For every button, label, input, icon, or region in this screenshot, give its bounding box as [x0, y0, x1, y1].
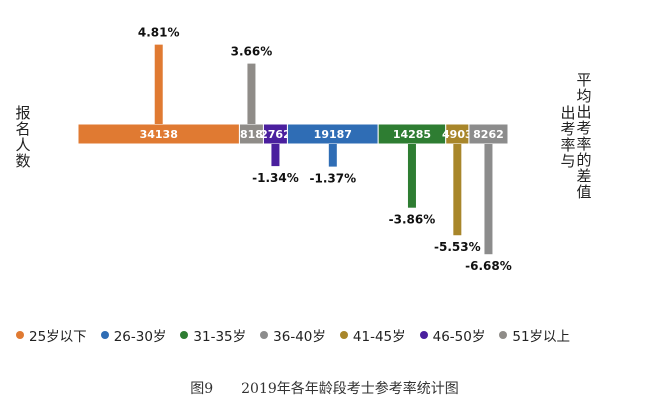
- legend-label: 26-30岁: [113, 329, 167, 345]
- count-label: 8262: [473, 128, 504, 141]
- diff-bar: [271, 144, 280, 167]
- legend-label: 36-40岁: [273, 329, 326, 345]
- legend-dot-icon: [100, 331, 109, 339]
- count-label: 818: [240, 128, 263, 141]
- legend-dot-icon: [499, 331, 508, 339]
- legend: 25岁以下 26-30岁 31-35岁 36-40岁 41-45岁 46-50岁…: [16, 325, 570, 345]
- diff-label: 3.66%: [231, 45, 273, 59]
- count-label: 2762: [260, 128, 291, 141]
- legend-item: 31-35岁: [180, 325, 246, 345]
- diff-label: -5.53%: [434, 240, 481, 254]
- count-label: 14285: [393, 128, 431, 141]
- legend-item: 36-40岁: [260, 325, 326, 345]
- legend-label: 41-45岁: [352, 329, 406, 345]
- diff-bar: [247, 63, 256, 124]
- legend-label: 46-50岁: [432, 329, 486, 345]
- right-axis-label-line1: 出考率与: [560, 104, 576, 170]
- diff-label: -3.86%: [389, 213, 436, 227]
- count-label: 34138: [140, 128, 178, 141]
- left-axis-label: 报名人数: [15, 104, 31, 170]
- diff-bar: [154, 44, 163, 125]
- legend-dot-icon: [260, 331, 269, 339]
- legend-dot-icon: [180, 331, 189, 339]
- right-axis-label-line2: 平均出考率的差值: [576, 71, 592, 201]
- figure-caption: 图9 2019年各年龄段考⼠参考率统计图: [190, 381, 459, 397]
- diff-bar: [484, 144, 493, 255]
- legend-label: 51岁以上: [512, 329, 571, 345]
- legend-label: 31-35岁: [193, 329, 247, 345]
- count-label: 19187: [314, 128, 352, 141]
- legend-label: 25岁以下: [29, 329, 87, 345]
- legend-item: 41-45岁: [339, 325, 406, 345]
- legend-item: 25岁以下: [16, 325, 87, 345]
- diff-label: -6.68%: [465, 259, 512, 273]
- legend-dot-icon: [16, 331, 24, 339]
- diff-bar: [328, 144, 337, 167]
- diff-label: -1.34%: [252, 171, 299, 185]
- legend-dot-icon: [419, 331, 428, 339]
- legend-dot-icon: [339, 331, 348, 339]
- diff-bar: [407, 144, 416, 208]
- count-label: 4903: [442, 128, 473, 141]
- diff-label: -1.37%: [310, 172, 357, 186]
- legend-item: 51岁以上: [499, 325, 570, 345]
- diff-bar: [453, 144, 462, 236]
- chart-svg: 34138 4.81% 818 3.66% 2762 -1.34% 19187 -1.37% 1…: [77, 26, 512, 273]
- diff-label: 4.81%: [138, 26, 180, 40]
- legend-item: 26-30岁: [100, 325, 167, 345]
- legend-item: 46-50岁: [419, 325, 486, 345]
